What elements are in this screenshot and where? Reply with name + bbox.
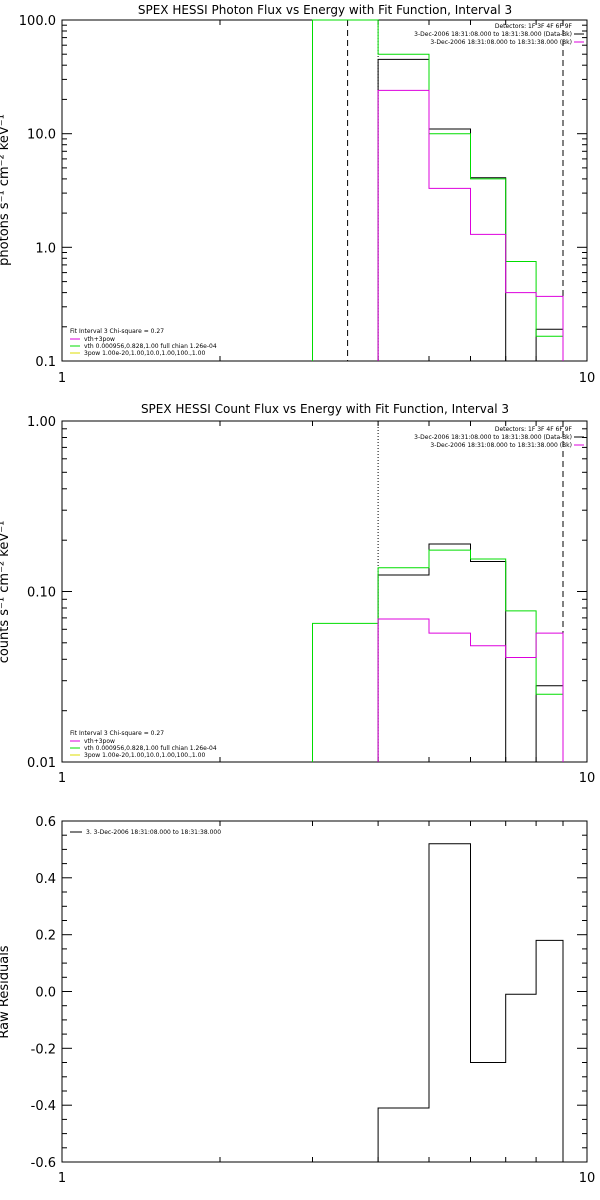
photon-header-detectors: Detectors: 1F 3F 4F 6F 9F [495,23,573,30]
count-flux-panel: SPEX HESSI Count Flux vs Energy with Fit… [0,402,595,786]
count-y-tick-labels: 0.01 0.10 1.00 [27,415,56,771]
count-y-axis-label: counts s⁻¹ cm⁻² keV⁻¹ [0,521,12,664]
residuals-y-tick-label: -0.2 [31,1042,56,1057]
photon-series-bk [377,89,564,361]
count-energy-range-lines [377,421,564,762]
photon-series-data-bk [535,328,564,361]
count-legend-model: vth+3pow [84,738,115,745]
photon-series-data-bk [377,58,507,361]
residuals-x-tick-label-10: 10 [579,1171,596,1186]
count-header-bk: 3-Dec-2006 18:31:08.000 to 18:31:38.000 … [430,442,572,449]
count-plot-frame [61,420,588,763]
count-axis-ticks [62,420,587,763]
photon-axis-ticks [62,19,587,362]
count-legend-fit-interval: Fit Interval 3 Chi-square = 0.27 [70,730,164,737]
residuals-y-tick-label: 0.0 [35,986,56,1001]
photon-panel-title: SPEX HESSI Photon Flux vs Energy with Fi… [138,3,512,17]
residuals-legend-label: 3. 3-Dec-2006 18:31:08.000 to 18:31:38.0… [86,829,221,836]
residuals-y-tick-label: -0.4 [31,1099,56,1114]
count-header-detectors: Detectors: 1F 3F 4F 6F 9F [495,426,573,433]
residuals-y-tick-label: 0.6 [35,815,56,830]
count-header-data-bk: 3-Dec-2006 18:31:08.000 to 18:31:38.000 … [414,434,572,441]
residuals-y-tick-label: 0.4 [35,872,56,887]
photon-legend-vth: vth 0.000956,0.828,1.00 full chian 1.26e… [84,343,217,350]
count-legend-vth: vth 0.000956,0.828,1.00 full chian 1.26e… [84,745,217,752]
count-x-tick-label-1: 1 [58,771,66,786]
photon-y-tick-label: 100.0 [19,14,56,29]
residuals-step-curve [377,843,564,1162]
photon-x-tick-label-1: 1 [58,371,66,386]
photon-legend-model: vth+3pow [84,336,115,343]
count-fit-legend: Fit Interval 3 Chi-square = 0.27 vth+3po… [70,730,217,759]
photon-y-axis-label: photons s⁻¹ cm⁻² keV⁻¹ [0,114,12,266]
residuals-x-tick-label-1: 1 [58,1171,66,1186]
photon-header-text: Detectors: 1F 3F 4F 6F 9F 3-Dec-2006 18:… [414,23,584,46]
count-y-tick-label: 1.00 [27,415,56,430]
count-panel-title: SPEX HESSI Count Flux vs Energy with Fit… [141,402,509,416]
count-series-bk [377,618,564,762]
photon-fit-legend: Fit Interval 3 Chi-square = 0.27 vth+3po… [70,328,217,357]
count-series-data-bk [535,685,564,762]
photon-flux-panel: SPEX HESSI Photon Flux vs Energy with Fi… [0,3,595,386]
photon-x-tick-label-10: 10 [579,371,596,386]
residuals-panel: Raw Residuals 1 10 -0.6 -0.4 -0.2 0.0 0.2 0.4… [0,815,595,1186]
count-header-text: Detectors: 1F 3F 4F 6F 9F 3-Dec-2006 18:… [414,426,584,449]
photon-header-data-bk: 3-Dec-2006 18:31:08.000 to 18:31:38.000 … [414,31,572,38]
residuals-series-3-3-dec-2006-18-31-08-000-to-18-31-38-000 [377,843,564,1162]
photon-y-tick-label: 0.1 [35,355,56,370]
photon-y-tick-label: 1.0 [35,241,56,256]
residuals-axis-ticks [62,820,587,1163]
photon-y-tick-label: 10.0 [27,128,56,143]
residuals-y-tick-label: -0.6 [31,1156,56,1171]
photon-legend-3pow: 3pow 1.00e-20,1.00,10.0,1.00,100.,1.00 [84,350,205,357]
photon-legend-fit-interval: Fit Interval 3 Chi-square = 0.27 [70,328,164,335]
photon-step-curves [312,19,564,361]
residuals-legend: 3. 3-Dec-2006 18:31:08.000 to 18:31:38.0… [70,829,221,836]
photon-plot-frame [61,19,588,362]
residuals-plot-frame [61,820,588,1163]
residuals-y-axis-label: Raw Residuals [0,945,12,1038]
count-series-vth-3pow [312,549,564,762]
count-x-tick-label-10: 10 [579,771,596,786]
count-step-curves [312,543,564,762]
count-series-data-bk [377,543,507,762]
residuals-y-tick-labels: -0.6 -0.4 -0.2 0.0 0.2 0.4 0.6 [31,815,56,1171]
count-y-tick-label: 0.01 [27,756,56,771]
count-y-tick-label: 0.10 [27,586,56,601]
photon-y-tick-labels: 0.1 1.0 10.0 100.0 [19,14,56,370]
count-legend-3pow: 3pow 1.00e-20,1.00,10.0,1.00,100.,1.00 [84,752,205,759]
photon-series-vth-3pow [312,19,564,361]
photon-energy-range-lines [312,20,564,361]
residuals-y-tick-label: 0.2 [35,929,56,944]
photon-header-bk: 3-Dec-2006 18:31:08.000 to 18:31:38.000 … [430,39,572,46]
